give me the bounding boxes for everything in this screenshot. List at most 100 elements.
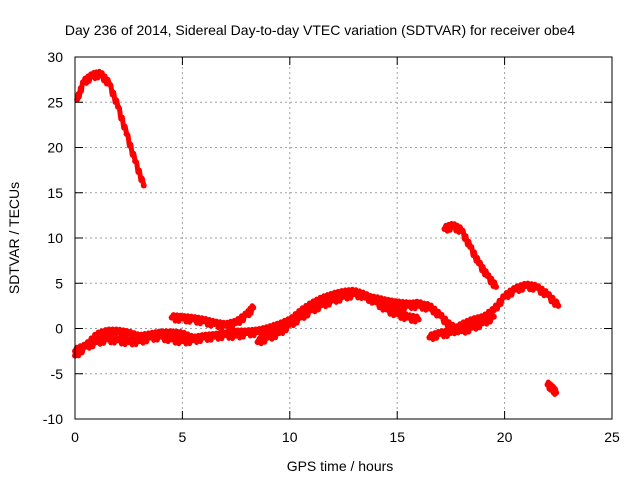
data-point: [211, 320, 218, 327]
y-tick-label: -10: [43, 411, 63, 427]
data-point: [501, 293, 508, 300]
data-point: [458, 322, 465, 329]
series-arc-6: [276, 288, 422, 336]
chart-title: Day 236 of 2014, Sidereal Day-to-day VTE…: [65, 22, 575, 38]
data-point: [200, 334, 207, 341]
data-point: [437, 312, 444, 319]
data-point: [114, 103, 121, 110]
x-axis-title: GPS time / hours: [287, 458, 394, 474]
y-tick-label: 30: [47, 49, 63, 65]
data-point: [97, 71, 104, 78]
data-point: [512, 286, 519, 293]
data-point: [555, 302, 562, 309]
data-point: [308, 307, 315, 314]
data-point: [493, 283, 500, 290]
data-point: [114, 329, 121, 336]
y-tick-label: 20: [47, 140, 63, 156]
data-point: [82, 343, 89, 350]
data-point: [426, 303, 433, 310]
data-point: [480, 315, 487, 322]
data-point: [104, 329, 111, 336]
data-point: [132, 158, 139, 165]
data-point: [125, 330, 132, 337]
series-arc-3: [72, 324, 282, 359]
y-tick-label: 25: [47, 94, 63, 110]
data-point: [553, 389, 560, 396]
data-point: [233, 330, 240, 337]
data-point: [490, 307, 497, 314]
data-point: [250, 304, 257, 311]
data-point: [233, 320, 240, 327]
data-point: [544, 292, 551, 299]
data-point: [80, 79, 87, 86]
data-point: [383, 306, 390, 313]
data-point: [123, 130, 130, 137]
data-point: [394, 301, 401, 308]
data-point: [179, 331, 186, 338]
data-point: [458, 227, 465, 234]
data-point: [157, 330, 164, 337]
y-tick-label: 0: [55, 321, 63, 337]
y-tick-label: 5: [55, 275, 63, 291]
data-point: [243, 330, 250, 337]
data-point: [426, 334, 433, 341]
data-point: [168, 314, 175, 321]
data-series: [72, 68, 562, 397]
data-point: [329, 297, 336, 304]
gridlines: [75, 57, 612, 419]
axis-ticks: 0 5 10 15 20 25 -10 -5 0 5 10 15 20 25 30: [43, 49, 620, 445]
data-point: [74, 96, 81, 103]
data-point: [340, 293, 347, 300]
x-tick-label: 10: [282, 429, 298, 445]
data-point: [286, 321, 293, 328]
data-point: [548, 385, 555, 392]
data-point: [276, 330, 283, 337]
data-point: [190, 316, 197, 323]
y-tick-label: 10: [47, 230, 63, 246]
data-point: [136, 334, 143, 341]
data-point: [383, 299, 390, 306]
data-point: [544, 381, 551, 388]
data-point: [394, 311, 401, 318]
data-point: [319, 301, 326, 308]
data-point: [404, 314, 411, 321]
data-point: [104, 336, 111, 343]
data-point: [441, 225, 448, 232]
data-point: [450, 223, 457, 230]
data-point: [93, 332, 100, 339]
data-point: [361, 294, 368, 301]
data-point: [211, 333, 218, 340]
data-point: [254, 339, 261, 346]
data-point: [147, 332, 154, 339]
data-point: [351, 291, 358, 298]
data-point: [168, 330, 175, 337]
data-point: [447, 330, 454, 337]
data-point: [437, 330, 444, 337]
data-point: [415, 316, 422, 323]
y-axis-title: SDTVAR / TECUs: [6, 182, 22, 294]
data-point: [265, 334, 272, 341]
data-point: [222, 331, 229, 338]
data-point: [467, 244, 474, 251]
data-point: [125, 339, 132, 346]
data-point: [222, 322, 229, 329]
x-tick-label: 15: [389, 429, 405, 445]
series-arc-1: [74, 68, 147, 188]
data-point: [523, 282, 530, 289]
data-point: [254, 329, 261, 336]
data-point: [200, 318, 207, 325]
x-tick-label: 25: [604, 429, 620, 445]
x-tick-label: 20: [497, 429, 513, 445]
data-point: [89, 73, 96, 80]
data-point: [475, 260, 482, 267]
data-point: [243, 311, 250, 318]
x-tick-label: 0: [71, 429, 79, 445]
data-point: [140, 182, 147, 189]
y-tick-label: -5: [51, 366, 64, 382]
data-point: [297, 314, 304, 321]
data-point: [533, 284, 540, 291]
data-point: [190, 336, 197, 343]
data-point: [114, 337, 121, 344]
data-point: [469, 318, 476, 325]
